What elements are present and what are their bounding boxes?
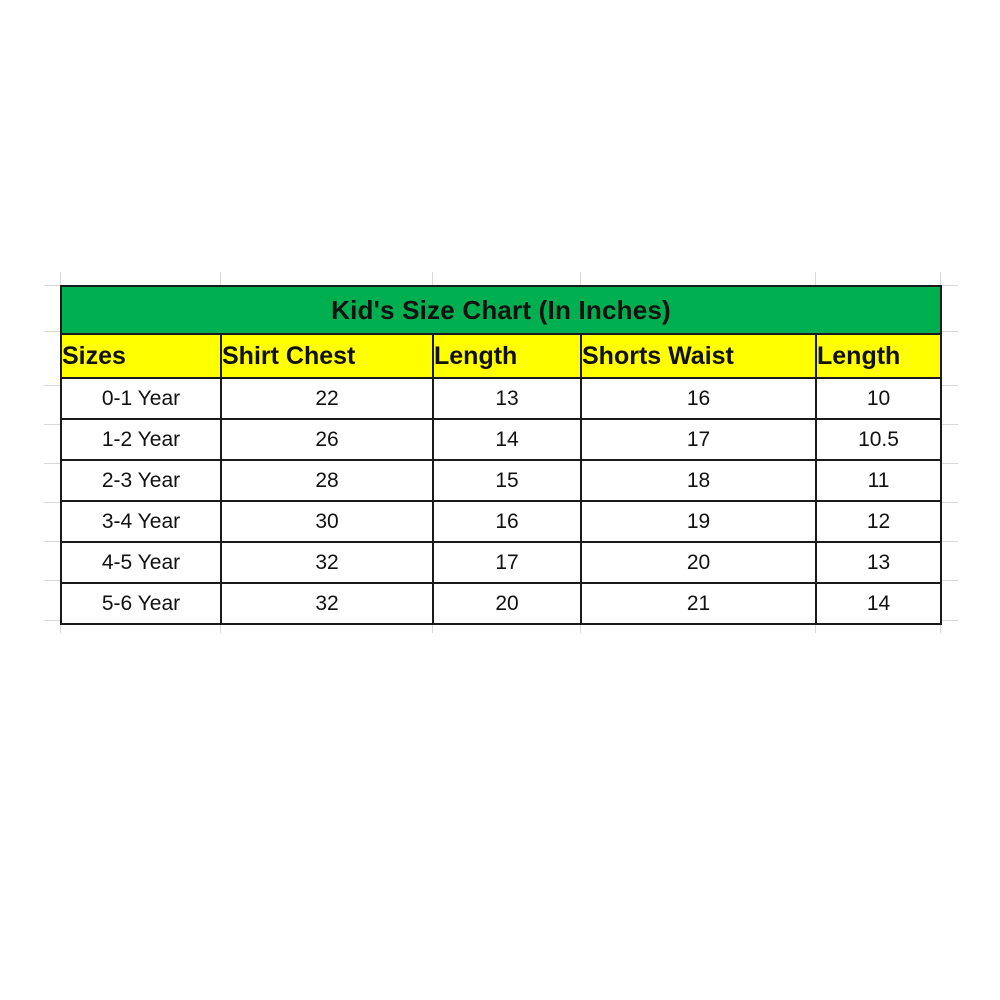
gridline-stub-left: [44, 424, 60, 425]
gridline-stub-right: [940, 580, 958, 581]
gridline-stub-right: [940, 285, 958, 286]
table-row: 5-6 Year 32 20 21 14: [60, 582, 943, 625]
cell-shirt-chest: 26: [220, 418, 434, 461]
cell-size: 0-1 Year: [60, 377, 222, 420]
cell-shirt-chest: 28: [220, 459, 434, 502]
cell-shirt-chest: 22: [220, 377, 434, 420]
cell-size: 1-2 Year: [60, 418, 222, 461]
gridline-stub-right: [940, 385, 958, 386]
cell-shorts-length: 13: [814, 541, 943, 584]
gridline-stub-left: [44, 331, 60, 332]
column-header-shirt-length: Length: [432, 333, 582, 379]
cell-shorts-waist: 20: [580, 541, 817, 584]
gridline-stub-left: [44, 502, 60, 503]
cell-size: 4-5 Year: [60, 541, 222, 584]
gridline-stub-bottom: [940, 621, 941, 633]
size-chart-table: Kid's Size Chart (In Inches) Sizes Shirt…: [59, 285, 943, 625]
cell-shorts-length: 12: [814, 500, 943, 543]
cell-shorts-length: 10.5: [814, 418, 943, 461]
gridline-stub-left: [44, 463, 60, 464]
cell-shorts-waist: 21: [580, 582, 817, 625]
gridline-stub-top: [432, 272, 433, 285]
cell-size: 2-3 Year: [60, 459, 222, 502]
cell-shirt-length: 15: [432, 459, 582, 502]
cell-shorts-length: 11: [814, 459, 943, 502]
cell-shorts-length: 10: [814, 377, 943, 420]
table-row: 0-1 Year 22 13 16 10: [60, 377, 943, 420]
gridline-stub-left: [44, 285, 60, 286]
gridline-stub-left: [44, 580, 60, 581]
table-row: 4-5 Year 32 17 20 13: [60, 541, 943, 584]
cell-shorts-waist: 17: [580, 418, 817, 461]
gridline-stub-bottom: [432, 621, 433, 633]
cell-shorts-length: 14: [814, 582, 943, 625]
cell-shorts-waist: 16: [580, 377, 817, 420]
cell-shirt-length: 20: [432, 582, 582, 625]
gridline-stub-left: [44, 541, 60, 542]
gridline-stub-right: [940, 331, 958, 332]
table-header-row: Sizes Shirt Chest Length Shorts Waist Le…: [60, 333, 943, 379]
gridline-stub-top: [220, 272, 221, 285]
cell-shorts-waist: 18: [580, 459, 817, 502]
cell-size: 3-4 Year: [60, 500, 222, 543]
chart-title: Kid's Size Chart (In Inches): [59, 285, 943, 335]
gridline-stub-top: [60, 272, 61, 285]
table-row: 1-2 Year 26 14 17 10.5: [60, 418, 943, 461]
gridline-stub-top: [940, 272, 941, 285]
gridline-stub-bottom: [815, 621, 816, 633]
gridline-stub-right: [940, 541, 958, 542]
gridline-stub-bottom: [580, 621, 581, 633]
table-title-row: Kid's Size Chart (In Inches): [59, 285, 943, 335]
gridline-stub-top: [580, 272, 581, 285]
gridline-stub-left: [44, 385, 60, 386]
column-header-shorts-length: Length: [814, 333, 943, 379]
gridline-stub-left: [44, 620, 60, 621]
gridline-stub-right: [940, 502, 958, 503]
table-row: 3-4 Year 30 16 19 12: [60, 500, 943, 543]
cell-shirt-chest: 30: [220, 500, 434, 543]
gridline-stub-bottom: [220, 621, 221, 633]
gridline-stub-right: [940, 463, 958, 464]
cell-shirt-length: 16: [432, 500, 582, 543]
cell-size: 5-6 Year: [60, 582, 222, 625]
column-header-shirt-chest: Shirt Chest: [220, 333, 434, 379]
column-header-sizes: Sizes: [60, 333, 222, 379]
cell-shirt-length: 13: [432, 377, 582, 420]
table-row: 2-3 Year 28 15 18 11: [60, 459, 943, 502]
gridline-stub-top: [815, 272, 816, 285]
gridline-stub-bottom: [60, 621, 61, 633]
column-header-shorts-waist: Shorts Waist: [580, 333, 817, 379]
cell-shirt-chest: 32: [220, 541, 434, 584]
cell-shorts-waist: 19: [580, 500, 817, 543]
cell-shirt-length: 17: [432, 541, 582, 584]
cell-shirt-length: 14: [432, 418, 582, 461]
gridline-stub-right: [940, 620, 958, 621]
gridline-stub-right: [940, 424, 958, 425]
cell-shirt-chest: 32: [220, 582, 434, 625]
